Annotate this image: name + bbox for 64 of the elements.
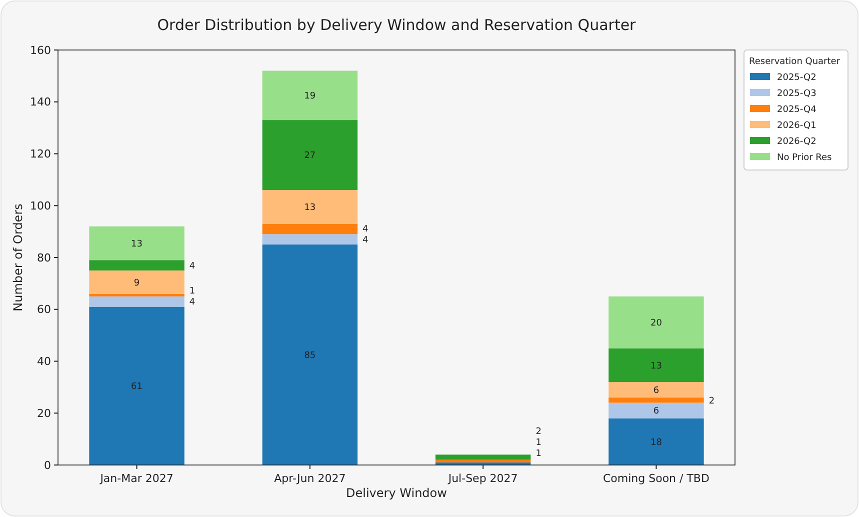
bar [89,270,184,294]
data-label: 13 [131,239,143,250]
x-tick-label: Coming Soon / TBD [602,472,710,485]
legend-title: Reservation Quarter [749,57,840,67]
data-label: 1 [536,449,542,460]
y-tick-label: 60 [37,303,51,316]
y-tick-label: 40 [37,355,51,368]
bar [262,234,358,245]
data-label: 6 [653,386,660,396]
x-tick-label: Apr-Jun 2027 [274,472,346,485]
bar [89,260,184,270]
data-label: 1 [189,286,196,297]
bar [608,402,704,418]
bar [89,226,184,260]
y-tick-label: 0 [44,458,51,472]
x-axis-title: Delivery Window [346,486,448,500]
y-tick-label: 160 [30,44,51,57]
legend-label: 2025-Q3 [777,89,816,100]
data-label: 20 [650,318,662,328]
bar [608,382,704,398]
y-tick-label: 140 [30,96,51,109]
data-label: 13 [304,203,316,214]
y-tick-label: 20 [37,406,51,420]
bar [89,294,184,296]
y-tick-label: 80 [37,251,51,264]
x-tick-label: Jul-Sep 2027 [447,472,518,485]
data-label: 4 [189,261,196,272]
data-label: 4 [362,224,369,234]
bar [608,418,704,465]
legend-label: No Prior Res [777,153,832,164]
bar [262,244,358,465]
data-label: 18 [650,438,662,448]
data-label: 6 [653,406,660,417]
y-tick-label: 100 [30,199,51,212]
legend-label: 2026-Q1 [777,121,816,132]
y-axis-title: Number of Orders [11,204,25,312]
data-label: 4 [189,298,196,308]
bar [262,224,358,234]
data-label: 4 [362,235,369,246]
legend-label: 2026-Q2 [777,137,816,148]
bar [262,120,358,190]
bar [262,190,358,224]
data-label: 85 [304,350,316,361]
data-label: 13 [650,361,662,372]
bar [89,306,184,465]
data-label: 27 [304,151,316,162]
y-tick-label: 120 [30,148,51,161]
bar [608,348,704,382]
bar [262,70,358,120]
chart-title: Order Distribution by Delivery Window and Reservation Quarter [157,16,637,34]
bar [608,296,704,348]
legend-label: 2025-Q4 [777,105,817,116]
data-label: 19 [304,92,316,102]
data-label: 61 [131,382,143,392]
data-label: 1 [536,438,542,448]
data-label: 9 [134,278,140,288]
bar [435,454,531,460]
bar [608,398,704,403]
legend-label: 2025-Q2 [777,73,816,84]
bar [89,296,184,307]
data-label: 2 [708,396,715,406]
x-tick-label: Jan-Mar 2027 [99,472,174,485]
data-label: 2 [536,427,542,438]
bar [435,460,531,462]
